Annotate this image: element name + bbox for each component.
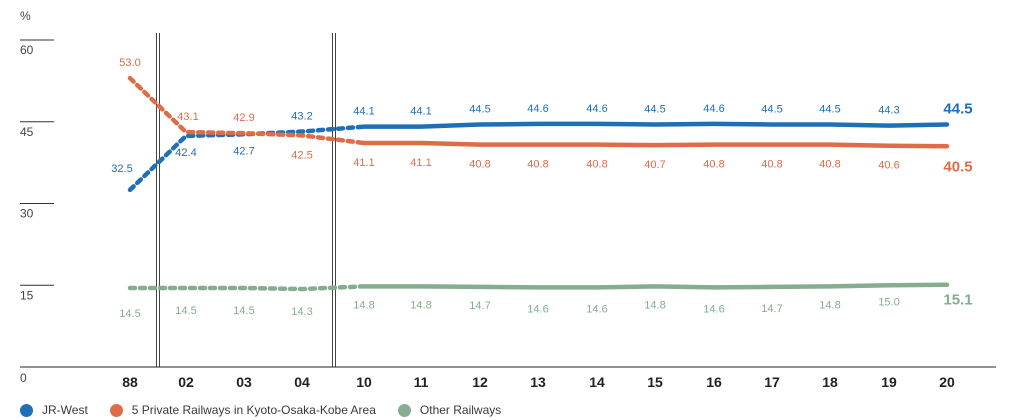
data-label: 14.3 <box>291 306 312 318</box>
data-label: 43.1 <box>177 111 198 123</box>
x-tick-label: 15 <box>647 374 663 390</box>
y-tick-label: 15 <box>20 288 34 302</box>
data-label: 44.5 <box>819 103 840 115</box>
data-label: 44.6 <box>527 103 548 115</box>
x-tick-label: 19 <box>881 374 897 390</box>
y-tick-label: 45 <box>20 125 34 139</box>
data-label: 44.6 <box>703 103 724 115</box>
data-label: 14.5 <box>233 305 254 317</box>
data-label: 40.8 <box>527 159 548 171</box>
y-tick-label: 0 <box>20 371 27 385</box>
x-tick-label: 10 <box>356 374 372 390</box>
x-tick-label: 18 <box>822 374 838 390</box>
data-label: 14.7 <box>761 303 782 315</box>
legend-label-other-railways: Other Railways <box>419 403 502 417</box>
data-label: 40.7 <box>644 159 665 171</box>
legend-swatch-private-railways <box>109 403 123 417</box>
series-line-solid-0 <box>361 121 950 129</box>
data-label: 40.8 <box>586 159 607 171</box>
x-tick-label: 04 <box>294 374 310 390</box>
x-tick-label: 20 <box>939 374 955 390</box>
data-label: 14.5 <box>119 308 140 320</box>
data-label: 44.5 <box>943 100 972 117</box>
data-label: 14.8 <box>819 299 840 311</box>
data-label: 44.3 <box>878 105 899 117</box>
data-label: 41.1 <box>353 157 374 169</box>
data-label: 40.5 <box>943 158 972 175</box>
series-line-dashed-0 <box>127 124 367 193</box>
x-tick-label: 14 <box>589 374 605 390</box>
x-tick-label: 12 <box>472 374 488 390</box>
data-label: 14.5 <box>175 305 196 317</box>
data-label: 40.8 <box>761 159 782 171</box>
y-tick-label: 30 <box>20 207 34 221</box>
data-label: 14.6 <box>527 303 548 315</box>
legend-label-jr-west: JR-West <box>42 403 88 417</box>
y-axis-unit-label: % <box>20 9 31 23</box>
legend-swatch-jr-west <box>20 403 33 417</box>
data-label: 14.7 <box>469 300 490 312</box>
data-label: 43.2 <box>291 111 312 123</box>
data-label: 14.8 <box>410 299 431 311</box>
data-label: 42.4 <box>175 147 196 159</box>
data-label: 44.5 <box>644 103 665 115</box>
data-label: 44.5 <box>469 103 490 115</box>
data-label: 14.8 <box>644 299 665 311</box>
data-label: 41.1 <box>410 157 431 169</box>
data-label: 40.8 <box>703 159 724 171</box>
x-tick-label: 11 <box>414 374 429 390</box>
legend-swatch-other-railways <box>397 403 411 417</box>
data-label: 44.1 <box>353 106 374 118</box>
series-line-solid-1 <box>361 140 950 149</box>
data-label: 40.8 <box>469 159 490 171</box>
legend-label-private-railways: 5 Private Railways in Kyoto-Osaka-Kobe A… <box>131 403 376 417</box>
data-label: 40.6 <box>878 160 899 172</box>
legend-item-private-railways: 5 Private Railways in Kyoto-Osaka-Kobe A… <box>109 403 376 417</box>
data-label: 40.8 <box>819 159 840 171</box>
data-label: 44.5 <box>761 103 782 115</box>
data-label: 44.1 <box>410 106 431 118</box>
series-line-solid-2 <box>361 282 950 290</box>
data-label: 53.0 <box>119 57 140 69</box>
legend-item-jr-west: JR-West <box>20 403 88 417</box>
data-label: 42.5 <box>291 149 312 161</box>
x-tick-label: 02 <box>178 374 194 390</box>
x-tick-label: 13 <box>530 374 546 390</box>
y-tick-label: 60 <box>20 43 34 57</box>
x-tick-label: 17 <box>764 374 780 390</box>
data-label: 42.7 <box>233 145 254 157</box>
data-label: 15.1 <box>943 292 972 309</box>
x-tick-label: 16 <box>706 374 722 390</box>
series-line-dashed-2 <box>127 284 367 292</box>
chart-legend: JR-West 5 Private Railways in Kyoto-Osak… <box>20 401 523 419</box>
data-label: 32.5 <box>111 163 132 175</box>
series-line-dashed-1 <box>127 75 367 146</box>
data-label: 14.6 <box>586 303 607 315</box>
line-chart: % 0 15 30 45 60 88 02 03 04 10 11 12 13 14 15 16 17 18 19 20… <box>20 9 996 390</box>
legend-item-other-railways: Other Railways <box>397 403 502 417</box>
data-label: 42.9 <box>233 112 254 124</box>
data-label: 15.0 <box>878 296 899 308</box>
data-label: 14.8 <box>353 299 374 311</box>
data-label: 14.6 <box>703 303 724 315</box>
x-tick-label: 03 <box>236 374 252 390</box>
x-tick-label: 88 <box>122 374 138 390</box>
data-label: 44.6 <box>586 103 607 115</box>
